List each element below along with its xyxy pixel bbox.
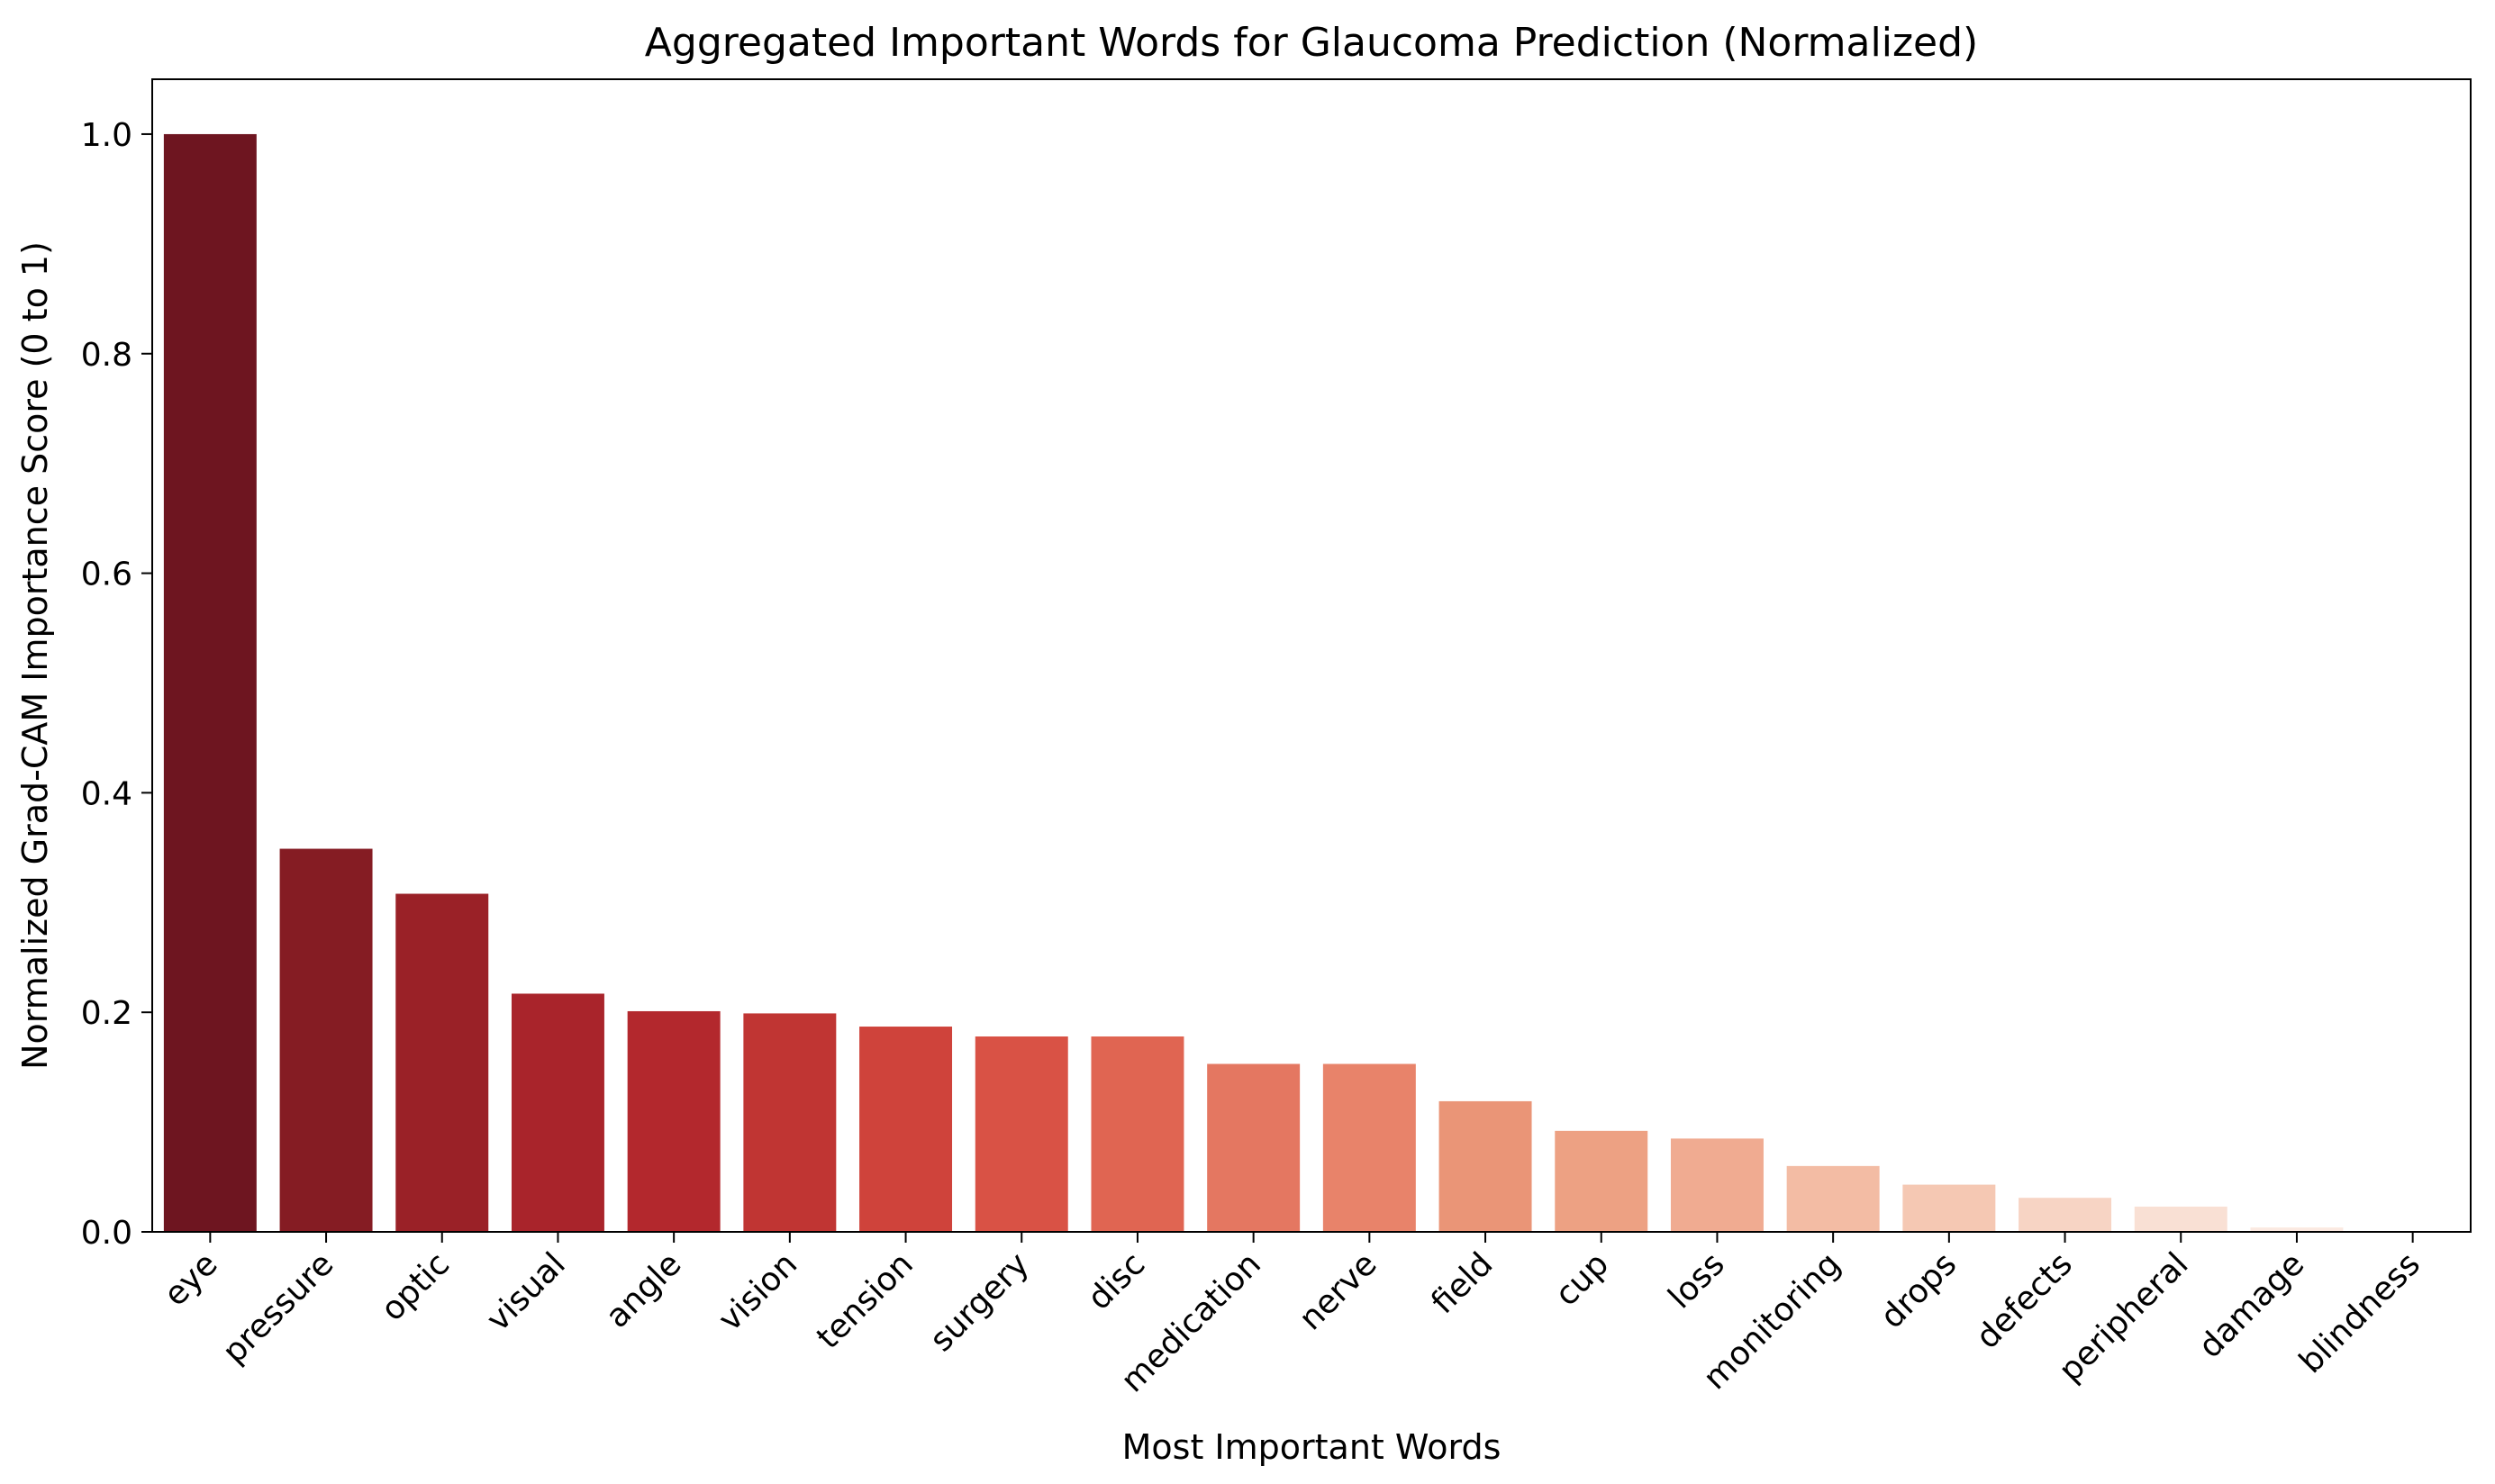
bar-tension xyxy=(859,1027,953,1232)
y-tick-label: 0.4 xyxy=(81,775,132,812)
bar-damage xyxy=(2250,1227,2344,1232)
y-tick-label: 0.6 xyxy=(81,556,132,593)
bar-disc xyxy=(1091,1036,1184,1232)
bar-medication xyxy=(1207,1063,1301,1232)
x-tick-label: nerve xyxy=(1293,1245,1384,1337)
y-tick-label: 0.2 xyxy=(81,995,132,1032)
x-tick-label: visual xyxy=(480,1245,573,1338)
x-tick-label: angle xyxy=(599,1245,689,1335)
bar-cup xyxy=(1555,1130,1648,1232)
bar-surgery xyxy=(975,1036,1068,1232)
x-tick-label: disc xyxy=(1081,1245,1152,1317)
x-tick-label: drops xyxy=(1874,1245,1964,1335)
x-tick-label: field xyxy=(1424,1245,1500,1321)
bar-nerve xyxy=(1322,1063,1416,1232)
y-tick-label: 0.8 xyxy=(81,337,132,374)
bar-peripheral xyxy=(2134,1206,2227,1232)
x-tick-label: pressure xyxy=(215,1245,340,1371)
bar-angle xyxy=(627,1010,721,1232)
bar-vision xyxy=(743,1013,837,1232)
bars-layer xyxy=(163,133,2344,1233)
bar-drops xyxy=(1902,1184,1996,1232)
x-tick-label: defects xyxy=(1969,1245,2080,1356)
x-tick-label: optic xyxy=(374,1245,457,1328)
y-tick-label: 1.0 xyxy=(81,117,132,154)
y-axis: 0.0 0.2 0.4 0.6 0.8 1.0 xyxy=(81,117,152,1252)
x-tick-label: blindness xyxy=(2292,1245,2427,1380)
bar-defects xyxy=(2019,1198,2112,1232)
bar-visual xyxy=(511,993,604,1232)
x-tick-label: eye xyxy=(157,1245,224,1313)
bar-loss xyxy=(1670,1138,1764,1232)
x-tick-label: cup xyxy=(1548,1245,1616,1313)
bar-field xyxy=(1438,1100,1532,1232)
x-tick-label: loss xyxy=(1662,1245,1732,1316)
bar-pressure xyxy=(279,848,373,1232)
chart-title: Aggregated Important Words for Glaucoma … xyxy=(645,20,1978,66)
bar-optic xyxy=(395,893,489,1232)
x-tick-label: damage xyxy=(2191,1245,2311,1365)
x-tick-label: vision xyxy=(712,1245,804,1338)
bar-monitoring xyxy=(1786,1165,1880,1232)
x-axis-label: Most Important Words xyxy=(1122,1427,1502,1467)
y-axis-label: Normalized Grad-CAM Importance Score (0 … xyxy=(15,241,55,1070)
y-tick-label: 0.0 xyxy=(81,1215,132,1252)
bar-eye xyxy=(163,133,257,1233)
plot-frame xyxy=(151,78,2472,1233)
x-tick-label: surgery xyxy=(923,1245,1037,1359)
x-tick-label: tension xyxy=(810,1245,921,1356)
